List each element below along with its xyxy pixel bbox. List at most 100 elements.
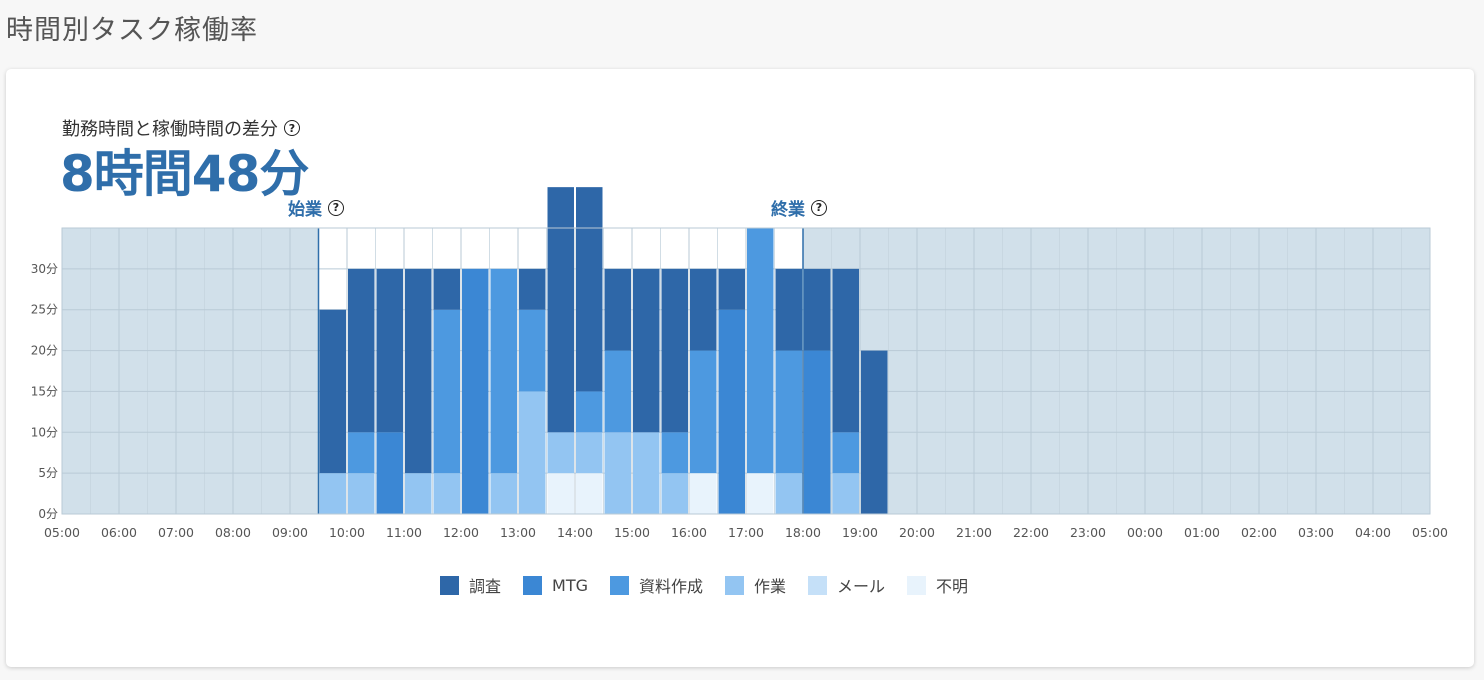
- start-marker-label-row: 始業 ?: [288, 195, 344, 220]
- bar-segment: [832, 473, 859, 514]
- bar-segment: [604, 432, 631, 514]
- x-tick-label: 22:00: [1013, 525, 1049, 540]
- y-tick-label: 20分: [31, 344, 58, 358]
- x-tick-label: 01:00: [1184, 525, 1220, 540]
- summary-label-row: 勤務時間と稼働時間の差分 ?: [62, 115, 300, 141]
- legend-swatch: [440, 575, 459, 595]
- help-icon[interactable]: ?: [328, 199, 344, 216]
- bar-segment: [433, 309, 460, 474]
- y-tick-label: 0分: [38, 507, 58, 521]
- bar-segment: [490, 473, 517, 514]
- bar-segment: [604, 350, 631, 433]
- bar-segment: [747, 473, 774, 514]
- legend-item[interactable]: 調査: [440, 573, 501, 597]
- bar-segment: [747, 228, 774, 474]
- x-tick-label: 11:00: [386, 525, 422, 540]
- legend-swatch: [808, 575, 828, 595]
- task-rate-chart: 0分 5分 10分 15分 20分 25分 30分 05:00 06:00 07:00 08:00 0…: [31, 187, 1448, 540]
- bar-segment: [319, 473, 346, 514]
- bar-segment: [775, 473, 802, 514]
- y-tick-label: 25分: [31, 303, 58, 317]
- bar-segment: [804, 350, 831, 514]
- legend-item[interactable]: メール: [808, 573, 885, 597]
- legend-swatch: [725, 575, 745, 595]
- x-tick-label: 13:00: [500, 525, 536, 540]
- x-tick-label: 14:00: [557, 525, 593, 540]
- x-tick-label: 07:00: [158, 525, 194, 540]
- bar-segment: [490, 268, 517, 474]
- legend-item[interactable]: 作業: [725, 573, 786, 597]
- bar-segment: [576, 432, 603, 474]
- bar-segment: [690, 473, 717, 514]
- bar-segment: [775, 350, 802, 474]
- bar-segment: [832, 268, 859, 433]
- bar-segment: [661, 432, 688, 474]
- bar-segment: [519, 309, 546, 392]
- x-tick-label: 00:00: [1127, 525, 1163, 540]
- bar-segment: [405, 473, 432, 514]
- bar-segment: [576, 187, 603, 392]
- bar-segment: [775, 268, 802, 351]
- x-tick-label: 06:00: [101, 525, 137, 540]
- legend-label: メール: [837, 577, 886, 596]
- bar-segment: [718, 309, 745, 514]
- x-tick-label: 20:00: [899, 525, 935, 540]
- legend-item[interactable]: 資料作成: [610, 573, 703, 597]
- bar-segment: [576, 473, 603, 514]
- end-marker-label: 終業: [771, 200, 805, 220]
- bar-segment: [519, 268, 546, 310]
- x-tick-label: 19:00: [842, 525, 878, 540]
- bar-segment: [462, 268, 489, 514]
- bar-segment: [718, 268, 745, 310]
- y-tick-label: 30分: [31, 262, 58, 276]
- legend-label: MTG: [552, 575, 588, 595]
- bar-segment: [832, 432, 859, 474]
- legend-label: 調査: [469, 577, 502, 596]
- bar-segment: [661, 473, 688, 514]
- x-tick-label: 02:00: [1241, 525, 1277, 540]
- legend-swatch: [523, 575, 543, 595]
- x-tick-label: 17:00: [728, 525, 764, 540]
- legend-swatch: [610, 575, 629, 595]
- start-marker-label: 始業: [288, 200, 322, 220]
- bar-segment: [661, 268, 688, 433]
- page-title: 時間別タスク稼働率: [6, 15, 258, 46]
- off-hours-bg: [62, 228, 319, 514]
- legend-item[interactable]: MTG: [523, 575, 588, 595]
- bar-segment: [604, 268, 631, 351]
- help-icon[interactable]: ?: [284, 120, 300, 136]
- bar-segment: [804, 268, 831, 351]
- bar-segment: [690, 350, 717, 474]
- chart-legend: 調査 MTG 資料作成 作業 メール 不明: [440, 573, 990, 597]
- bar-segment: [547, 187, 574, 433]
- legend-label: 不明: [936, 577, 969, 596]
- bar-segment: [547, 432, 574, 474]
- x-tick-label: 18:00: [785, 525, 821, 540]
- bar-segment: [861, 350, 888, 514]
- x-tick-label: 08:00: [215, 525, 251, 540]
- bar-segment: [433, 268, 460, 310]
- bar-segment: [376, 268, 403, 433]
- x-tick-label: 05:00: [44, 525, 80, 540]
- plot-border: [61, 227, 1431, 515]
- bar-segment: [319, 309, 346, 474]
- summary-label: 勤務時間と稼働時間の差分: [62, 119, 278, 140]
- bar-segment: [405, 268, 432, 474]
- legend-label: 作業: [754, 577, 787, 596]
- x-tick-label: 03:00: [1298, 525, 1334, 540]
- bar-segment: [633, 432, 660, 514]
- legend-item[interactable]: 不明: [907, 573, 968, 597]
- x-tick-label: 09:00: [272, 525, 308, 540]
- bar-segment: [519, 391, 546, 514]
- x-tick-label: 15:00: [614, 525, 650, 540]
- x-tick-label: 04:00: [1355, 525, 1391, 540]
- help-icon[interactable]: ?: [811, 199, 827, 216]
- bar-segment: [690, 268, 717, 351]
- bar-segment: [633, 268, 660, 433]
- x-tick-label: 23:00: [1070, 525, 1106, 540]
- bar-segment: [576, 391, 603, 433]
- y-tick-label: 5分: [38, 466, 58, 480]
- x-tick-label: 16:00: [671, 525, 707, 540]
- bar-segment: [376, 432, 403, 514]
- bar-segment: [433, 473, 460, 514]
